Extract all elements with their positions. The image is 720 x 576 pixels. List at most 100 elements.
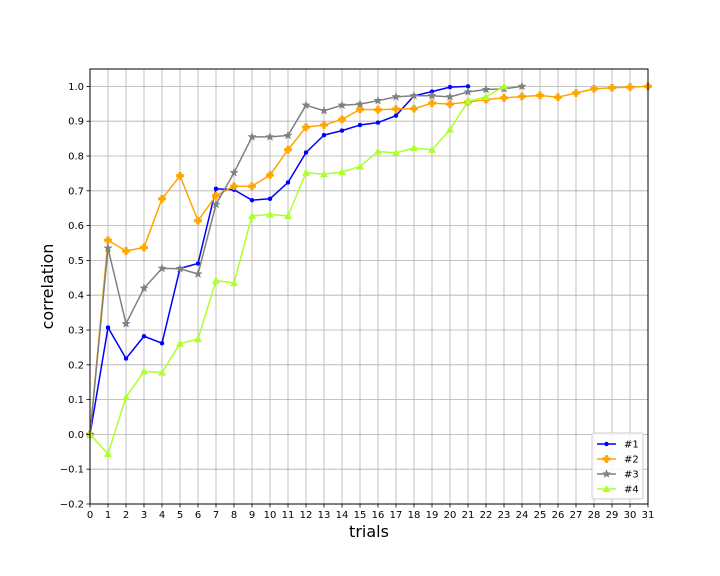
y-tick-label: −0.1 bbox=[60, 465, 84, 476]
x-tick-label: 24 bbox=[516, 510, 529, 521]
legend-marker bbox=[602, 484, 611, 493]
y-tick-label: 0.3 bbox=[68, 326, 84, 337]
series-4-point bbox=[175, 339, 185, 347]
legend-item-3: #3 bbox=[597, 469, 639, 481]
series-2-point bbox=[230, 182, 238, 191]
x-tick-label: 20 bbox=[444, 510, 457, 521]
series-4-point bbox=[373, 147, 383, 155]
x-tick-label: 6 bbox=[195, 510, 201, 521]
x-tick-label: 21 bbox=[462, 510, 475, 521]
series-3 bbox=[85, 81, 527, 439]
series-4-point bbox=[301, 168, 311, 176]
series-3-point bbox=[427, 90, 437, 100]
x-tick-label: 18 bbox=[408, 510, 421, 521]
x-tick-label: 7 bbox=[213, 510, 219, 521]
y-tick-label: 0.7 bbox=[68, 186, 84, 197]
series-2-point bbox=[320, 121, 328, 129]
series-1-point bbox=[195, 261, 201, 266]
series-3-point bbox=[157, 263, 167, 273]
series-3-point bbox=[211, 199, 221, 209]
series-3-point bbox=[265, 131, 275, 141]
legend-label: #2 bbox=[624, 455, 639, 466]
series-3-point bbox=[445, 91, 455, 101]
x-tick-label: 1 bbox=[105, 510, 111, 521]
series-3-point bbox=[481, 84, 491, 94]
y-tick-label: 0.1 bbox=[68, 395, 84, 406]
series-2-point bbox=[284, 145, 292, 154]
series-2-point bbox=[302, 123, 310, 131]
series-4-point bbox=[103, 449, 113, 458]
legend-marker bbox=[601, 469, 612, 479]
legend-box bbox=[591, 432, 644, 500]
series-3-point bbox=[139, 283, 149, 293]
legend-item-4: #4 bbox=[597, 485, 639, 496]
x-tick-label: 31 bbox=[642, 510, 655, 521]
series-2-point bbox=[446, 100, 454, 108]
series-2-point bbox=[176, 171, 184, 180]
series-3-point bbox=[355, 99, 365, 109]
series-4-point bbox=[481, 92, 491, 100]
series-4-point bbox=[355, 162, 365, 170]
series-1-point bbox=[141, 334, 147, 339]
series-3-point bbox=[373, 95, 383, 105]
x-tick-label: 22 bbox=[480, 510, 493, 521]
series-4-point bbox=[337, 167, 347, 176]
series-1-point bbox=[375, 120, 381, 125]
series-4-point bbox=[409, 143, 419, 152]
series-1-point bbox=[213, 186, 219, 191]
plot-area bbox=[90, 69, 648, 504]
series-1-point bbox=[321, 132, 327, 138]
series-2 bbox=[86, 82, 652, 439]
legend-item-1: #1 bbox=[597, 440, 639, 451]
x-tick-label: 19 bbox=[426, 510, 439, 521]
x-tick-label: 17 bbox=[390, 510, 403, 521]
x-tick-label: 30 bbox=[624, 510, 637, 521]
legend-marker bbox=[602, 455, 611, 463]
series-1-point bbox=[303, 150, 309, 155]
x-tick-label: 3 bbox=[141, 510, 147, 521]
legend-label: #1 bbox=[624, 440, 639, 451]
series-4-point bbox=[499, 82, 509, 90]
series-1-point bbox=[447, 84, 453, 90]
series-4-point bbox=[391, 148, 401, 156]
series-1-point bbox=[123, 356, 129, 361]
series-4-point bbox=[157, 368, 167, 376]
series-2-point bbox=[572, 89, 580, 97]
series-1-point bbox=[339, 128, 345, 133]
series-3-point bbox=[121, 318, 131, 328]
series-2-point bbox=[536, 91, 544, 100]
y-tick-label: 0.6 bbox=[68, 221, 84, 232]
x-tick-label: 16 bbox=[372, 510, 385, 521]
x-tick-label: 0 bbox=[87, 510, 93, 521]
series-4-point bbox=[445, 125, 455, 133]
x-tick-label: 23 bbox=[498, 510, 511, 521]
series-4 bbox=[85, 82, 509, 458]
legend-marker bbox=[604, 441, 609, 447]
series-2-point bbox=[428, 99, 436, 107]
series-4-line bbox=[89, 85, 505, 455]
y-tick-label: 0.4 bbox=[68, 291, 84, 302]
series-2-point bbox=[500, 94, 508, 102]
series-2-point bbox=[554, 93, 562, 102]
x-tick-label: 8 bbox=[231, 510, 237, 521]
legend: #1 #2 #3 #4 bbox=[591, 432, 644, 500]
series-2-point bbox=[392, 105, 400, 113]
series-4-point bbox=[229, 278, 239, 287]
x-tick-label: 4 bbox=[159, 510, 165, 521]
series-2-point bbox=[374, 105, 382, 114]
x-tick-label: 27 bbox=[570, 510, 583, 521]
x-tick-label: 2 bbox=[123, 510, 129, 521]
series-4-point bbox=[121, 393, 131, 401]
series-3-point bbox=[247, 131, 257, 141]
series-1-point bbox=[393, 113, 399, 118]
x-tick-label: 28 bbox=[588, 510, 601, 521]
series-4-point bbox=[247, 211, 257, 219]
series-2-point bbox=[140, 243, 148, 252]
series-2-point bbox=[158, 194, 166, 203]
series-1-point bbox=[249, 197, 255, 203]
series-3-point bbox=[337, 100, 347, 110]
plot-frame bbox=[89, 68, 649, 505]
series-4-point bbox=[463, 97, 473, 105]
x-axis-ticks: 0 1 2 3 4 5 6 7 8 9 10 11 12 13 14 15 16 17 18 19 20 21 22 23 24… bbox=[87, 504, 655, 521]
